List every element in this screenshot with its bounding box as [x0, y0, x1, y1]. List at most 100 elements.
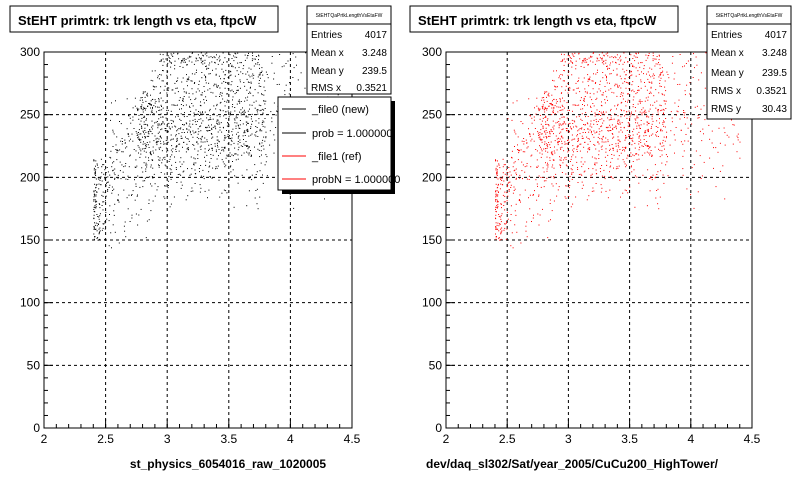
scatter-point: [540, 148, 542, 150]
scatter-point: [499, 223, 501, 225]
scatter-point: [632, 154, 634, 156]
scatter-point: [571, 178, 573, 180]
scatter-point: [157, 186, 159, 188]
scatter-point: [649, 146, 651, 148]
scatter-point: [178, 58, 180, 60]
scatter-point: [150, 154, 152, 156]
scatter-point: [230, 166, 231, 168]
scatter-point: [561, 116, 563, 118]
scatter-point: [622, 146, 624, 148]
scatter-point: [646, 145, 648, 146]
scatter-point: [263, 86, 265, 88]
scatter-point: [595, 118, 597, 120]
scatter-point: [665, 164, 667, 166]
scatter-point: [704, 119, 706, 121]
scatter-point: [161, 80, 163, 82]
scatter-point: [549, 157, 551, 159]
scatter-point: [663, 182, 665, 184]
scatter-point: [565, 123, 567, 125]
scatter-point: [497, 191, 499, 193]
scatter-point: [606, 164, 608, 166]
scatter-point: [295, 56, 297, 58]
scatter-point: [563, 100, 565, 102]
scatter-point: [206, 154, 208, 156]
x-tick-label: 3.5: [621, 432, 638, 446]
scatter-point: [556, 101, 558, 102]
scatter-point: [189, 120, 191, 122]
scatter-point: [722, 165, 724, 167]
scatter-point: [96, 225, 98, 227]
scatter-point: [632, 104, 634, 105]
scatter-point: [170, 74, 172, 76]
scatter-point: [210, 133, 212, 134]
scatter-point: [598, 60, 600, 62]
scatter-point: [124, 230, 126, 232]
scatter-point: [497, 160, 498, 162]
scatter-point: [260, 109, 262, 111]
scatter-point: [271, 62, 273, 64]
scatter-point: [99, 207, 101, 209]
scatter-point: [607, 130, 609, 132]
scatter-point: [232, 104, 234, 105]
scatter-point: [134, 166, 136, 168]
scatter-point: [161, 59, 162, 61]
scatter-point: [567, 147, 569, 149]
scatter-point: [224, 148, 226, 149]
scatter-point: [100, 184, 102, 186]
scatter-point: [171, 145, 173, 147]
scatter-point: [674, 139, 676, 141]
scatter-point: [196, 142, 198, 143]
scatter-point: [261, 122, 263, 123]
scatter-point: [613, 147, 614, 149]
scatter-point: [125, 178, 127, 180]
scatter-point: [536, 97, 538, 99]
scatter-point: [535, 113, 537, 115]
y-tick-label: 200: [422, 170, 442, 184]
scatter-point: [140, 106, 142, 108]
scatter-point: [631, 165, 632, 167]
scatter-point: [243, 109, 245, 111]
scatter-point: [148, 147, 150, 148]
scatter-point: [664, 148, 665, 150]
scatter-point: [210, 91, 212, 93]
scatter-point: [508, 189, 510, 191]
scatter-point: [158, 164, 159, 166]
scatter-point: [190, 134, 192, 136]
scatter-point: [536, 167, 538, 168]
scatter-point: [627, 83, 629, 85]
scatter-point: [174, 125, 176, 127]
scatter-point: [265, 154, 267, 156]
scatter-point: [94, 211, 96, 213]
scatter-point: [660, 74, 661, 76]
scatter-point: [105, 211, 107, 213]
scatter-point: [541, 99, 543, 101]
scatter-point: [520, 242, 522, 244]
scatter-point: [105, 118, 107, 120]
scatter-point: [631, 84, 633, 86]
scatter-point: [260, 145, 262, 147]
scatter-point: [585, 59, 587, 61]
scatter-point: [601, 105, 603, 107]
scatter-point: [565, 143, 567, 145]
scatter-point: [175, 146, 177, 148]
scatter-point: [565, 173, 567, 175]
scatter-point: [552, 154, 554, 156]
scatter-point: [205, 76, 207, 78]
scatter-point: [583, 146, 585, 148]
scatter-point: [504, 173, 506, 175]
scatter-point: [140, 139, 142, 141]
scatter-point: [516, 174, 517, 176]
scatter-point: [568, 196, 570, 197]
scatter-point: [633, 55, 635, 57]
scatter-point: [516, 100, 518, 102]
scatter-point: [167, 180, 169, 182]
scatter-point: [500, 231, 502, 233]
scatter-point: [204, 62, 206, 64]
scatter-point: [563, 107, 565, 109]
scatter-point: [553, 200, 555, 202]
scatter-point: [203, 113, 205, 115]
scatter-point: [214, 143, 216, 145]
scatter-point: [137, 145, 139, 147]
scatter-point: [161, 162, 163, 164]
